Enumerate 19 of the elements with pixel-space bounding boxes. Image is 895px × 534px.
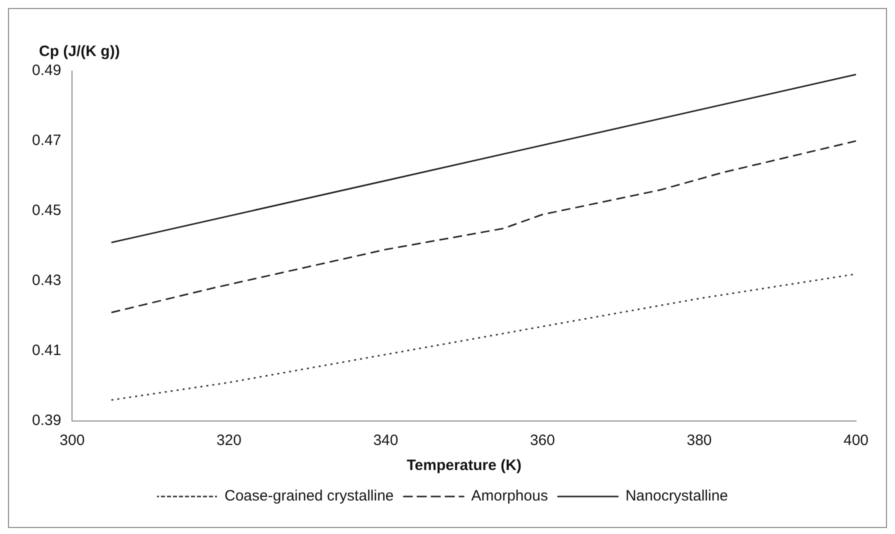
legend-label: Coase-grained crystalline bbox=[224, 488, 394, 505]
y-axis-title: Cp (J/(K g)) bbox=[39, 43, 120, 60]
line-series bbox=[110, 140, 856, 314]
x-tick-label: 320 bbox=[216, 432, 242, 450]
y-tick-label: 0.39 bbox=[32, 412, 62, 430]
x-tick-label: 340 bbox=[373, 432, 398, 450]
y-tick-label: 0.41 bbox=[32, 342, 62, 360]
line-series bbox=[110, 273, 856, 401]
y-tick-label: 0.43 bbox=[32, 272, 62, 290]
x-tick-label: 400 bbox=[843, 432, 869, 450]
x-tick-label: 380 bbox=[686, 432, 712, 450]
legend-label: Nanocrystalline bbox=[625, 488, 728, 505]
y-tick-label: 0.49 bbox=[32, 62, 62, 80]
y-tick-label: 0.47 bbox=[32, 132, 62, 150]
legend-label: Amorphous bbox=[471, 488, 548, 505]
x-tick-label: 360 bbox=[530, 432, 555, 450]
x-axis-title: Temperature (K) bbox=[406, 457, 522, 474]
x-tick-label: 300 bbox=[60, 432, 85, 450]
y-tick-label: 0.45 bbox=[32, 202, 62, 220]
